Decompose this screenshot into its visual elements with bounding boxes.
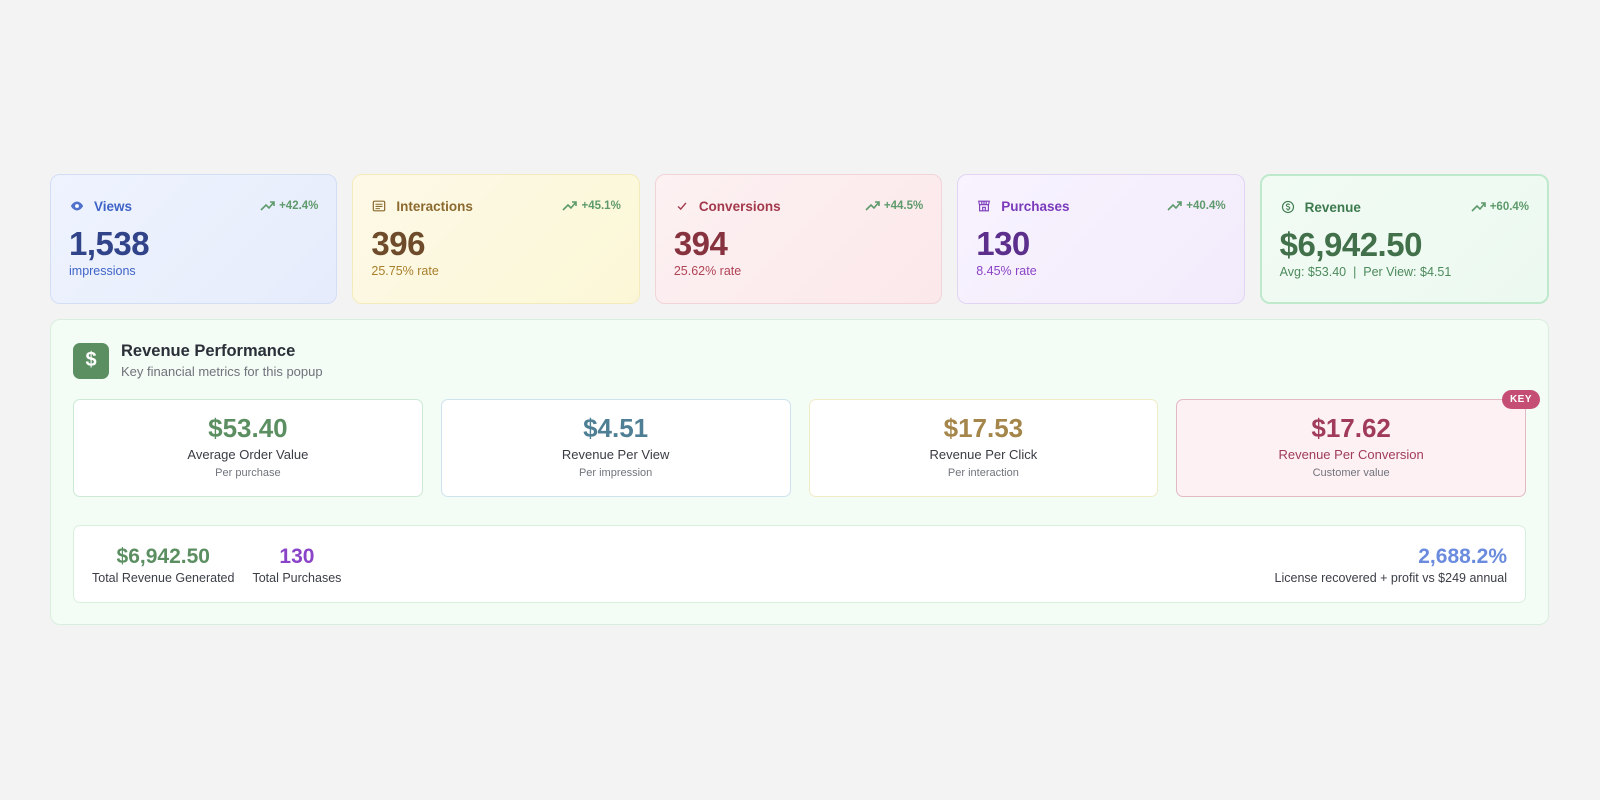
metric-card-revenue-per-click: $17.53 Revenue Per Click Per interaction [808, 399, 1159, 497]
roi-label: License recovered + profit vs $249 annua… [1274, 571, 1507, 585]
metric-label: Revenue Per View [561, 447, 670, 462]
stat-card-conversions: Conversions +44.5% 394 25.62% rate [654, 174, 943, 304]
summary-label: Total Purchases [252, 571, 342, 585]
metric-label: Average Order Value [187, 447, 309, 462]
metric-card-revenue-per-view: $4.51 Revenue Per View Per impression [440, 399, 791, 497]
trending-up-icon [260, 201, 275, 211]
metric-card-revenue-per-conversion: KEY $17.62 Revenue Per Conversion Custom… [1176, 390, 1540, 497]
metric-value: $17.62 [1311, 413, 1391, 443]
stat-card-header: Interactions +45.1% [371, 197, 621, 215]
summary-totals: $6,942.50 Total Revenue Generated 130 To… [92, 544, 341, 585]
summary-total-revenue: $6,942.50 Total Revenue Generated [92, 544, 234, 585]
stat-label-group: Revenue [1280, 199, 1361, 215]
panel-heading-group: Revenue Performance Key financial metric… [121, 342, 323, 379]
panel-title: Revenue Performance [121, 342, 296, 360]
metric-label: Revenue Per Click [929, 447, 1038, 462]
trending-up-icon [562, 201, 578, 211]
stat-card-purchases: Purchases +40.4% 130 8.45% rate [957, 174, 1245, 304]
eye-icon [69, 198, 85, 214]
stat-label-group: Views [69, 198, 132, 214]
revenue-summary-bar: $6,942.50 Total Revenue Generated 130 To… [73, 525, 1526, 603]
trending-up-icon [1471, 202, 1486, 212]
metric-value: $17.53 [943, 413, 1024, 443]
metric-value: $4.51 [583, 413, 649, 443]
roi-value: 2,688.2% [1418, 545, 1507, 568]
stat-card-revenue: Revenue +60.4% $6,942.50 Avg: $53.40 | P… [1259, 174, 1550, 304]
metrics-row: $53.40 Average Order Value Per purchase … [73, 390, 1540, 497]
stat-sub: 25.75% rate [371, 264, 439, 278]
metric-note: Per interaction [947, 467, 1019, 479]
store-icon [976, 198, 992, 214]
stat-label: Conversions [698, 198, 781, 214]
stat-sub: impressions [69, 264, 136, 278]
stat-label: Interactions [396, 198, 473, 214]
stat-label: Purchases [1001, 198, 1070, 214]
stat-card-interactions: Interactions +45.1% 396 25.75% rate [352, 174, 640, 304]
trending-up-icon [1167, 201, 1183, 211]
metric-value: $53.40 [208, 413, 288, 443]
trend-indicator: +42.4% [260, 200, 318, 212]
stat-card-header: Revenue +60.4% [1280, 198, 1529, 216]
summary-roi: 2,688.2% License recovered + profit vs $… [1275, 544, 1507, 585]
stat-card-header: Conversions +44.5% [674, 197, 923, 215]
stat-card-views: Views +42.4% 1,538 impressions [50, 174, 338, 304]
revenue-performance-panel: $ Revenue Performance Key financial metr… [50, 319, 1549, 625]
trend-value: +42.4% [279, 200, 319, 212]
key-badge: KEY [1501, 390, 1540, 409]
summary-value: $6,942.50 [116, 545, 210, 568]
stat-value: 394 [673, 225, 728, 262]
stat-value: 130 [976, 225, 1030, 262]
metric-card-average-order-value: $53.40 Average Order Value Per purchase [73, 399, 423, 497]
trend-indicator: +44.5% [865, 200, 923, 212]
stat-label: Revenue [1304, 199, 1361, 215]
stat-label-group: Interactions [371, 198, 473, 214]
trending-up-icon [865, 201, 880, 211]
trend-value: +44.5% [883, 200, 924, 212]
dollar-icon: $ [73, 342, 109, 379]
summary-label: Total Revenue Generated [92, 571, 235, 585]
trend-indicator: +45.1% [562, 200, 621, 212]
stat-value: $6,942.50 [1279, 226, 1423, 263]
metric-note: Per impression [578, 467, 653, 479]
stat-sub: 25.62% rate [673, 264, 742, 278]
stat-label-group: Conversions [674, 198, 781, 214]
panel-header: $ Revenue Performance Key financial metr… [73, 342, 323, 379]
summary-value: 130 [279, 545, 315, 568]
stat-value: 396 [371, 225, 425, 262]
trend-value: +40.4% [1186, 200, 1226, 212]
dollar-circle-icon [1280, 199, 1296, 215]
list-icon [371, 198, 387, 214]
stat-label: Views [94, 198, 133, 214]
stat-card-header: Views +42.4% [69, 197, 318, 215]
check-icon [674, 198, 690, 214]
stat-sub: Avg: $53.40 | Per View: $4.51 [1279, 265, 1452, 279]
trend-indicator: +40.4% [1167, 200, 1226, 212]
stat-card-header: Purchases +40.4% [976, 197, 1226, 215]
trend-indicator: +60.4% [1471, 201, 1529, 213]
panel-subtitle: Key financial metrics for this popup [121, 364, 323, 379]
stats-row: Views +42.4% 1,538 impressions Interacti… [50, 174, 1550, 304]
summary-total-purchases: 130 Total Purchases [252, 544, 341, 585]
stat-sub: 8.45% rate [976, 264, 1037, 278]
metric-label: Revenue Per Conversion [1278, 447, 1424, 462]
stat-label-group: Purchases [976, 198, 1070, 214]
metric-note: Per purchase [215, 467, 281, 479]
trend-value: +45.1% [581, 200, 621, 212]
stat-value: 1,538 [69, 225, 150, 262]
trend-value: +60.4% [1489, 201, 1530, 213]
metric-note: Customer value [1312, 467, 1390, 479]
